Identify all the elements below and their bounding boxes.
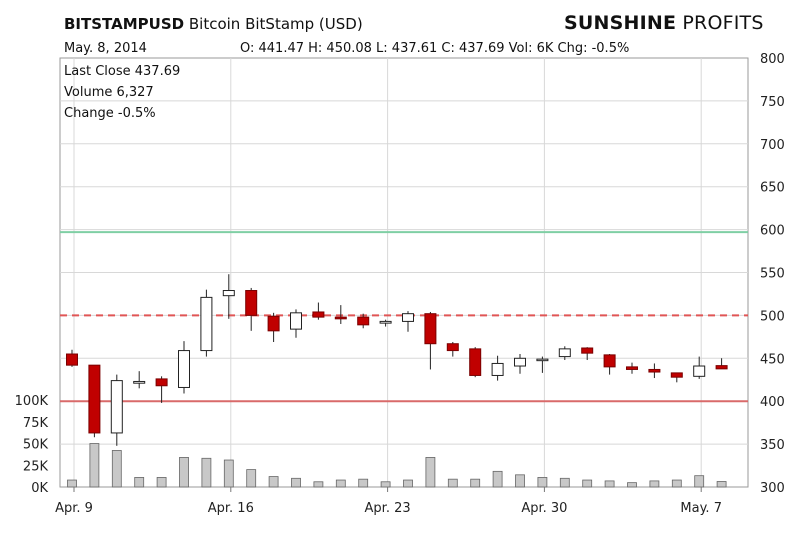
candle-body	[200, 296, 213, 352]
symbol-description: Bitcoin BitStamp (USD)	[188, 15, 363, 33]
candle-body	[693, 365, 706, 377]
volume-bars	[67, 443, 727, 488]
candle-body	[178, 350, 190, 388]
candle-body	[66, 353, 78, 366]
last-close: Last Close 437.69	[64, 64, 181, 79]
candle-body	[155, 378, 168, 387]
candle-body	[357, 316, 370, 326]
candle-body	[514, 357, 526, 367]
volume-bar	[201, 457, 212, 488]
volume-readout: Volume 6,327	[64, 85, 154, 100]
volume-bar	[716, 481, 727, 488]
candle-body	[446, 343, 459, 352]
candle-body	[469, 348, 482, 376]
volume-bar	[649, 480, 660, 488]
candle-body	[626, 366, 638, 370]
candle-body	[379, 320, 392, 324]
price-tick-label: 350	[760, 438, 785, 453]
price-tick-label: 650	[760, 181, 785, 196]
date-tick-label: Apr. 30	[521, 501, 567, 516]
candle-body	[581, 347, 594, 354]
volume-bar	[156, 477, 167, 488]
volume-bar	[537, 477, 548, 488]
candle-body	[715, 365, 728, 370]
volume-bar	[604, 480, 615, 488]
volume-bar	[246, 469, 257, 488]
axes: 300 350 400 450 500 550 600 650 700 750 800 0K 25K 50…	[15, 52, 785, 516]
price-tick-label: 750	[760, 95, 785, 110]
price-tick-label: 800	[760, 52, 785, 67]
volume-bar	[559, 477, 570, 488]
volume-bar	[447, 478, 458, 488]
volume-tick-label: 75K	[23, 416, 49, 431]
price-tick-label: 300	[760, 481, 785, 496]
candle-body	[334, 316, 347, 320]
volume-bar	[179, 457, 189, 488]
price-tick-label: 600	[760, 224, 785, 239]
candle-body	[648, 368, 661, 373]
candle-body	[536, 358, 549, 362]
price-tick-label: 500	[760, 309, 785, 324]
volume-bar	[515, 474, 525, 488]
volume-bar	[470, 478, 481, 488]
level-lines	[60, 231, 748, 403]
candle-body	[267, 315, 280, 332]
volume-bar	[694, 475, 705, 488]
brand-logo: SUNSHINE PROFITS	[564, 12, 764, 34]
date-tick-label: May. 7	[680, 501, 722, 516]
candle-body	[222, 290, 235, 297]
volume-bar	[627, 482, 637, 488]
candle-body	[133, 380, 146, 384]
volume-bar	[89, 443, 100, 488]
volume-bar	[671, 479, 682, 488]
volume-bar	[335, 479, 346, 488]
candle-body	[88, 364, 101, 434]
volume-tick-label: 50K	[23, 438, 49, 453]
price-tick-label: 400	[760, 395, 785, 410]
symbol: BITSTAMPUSD	[64, 15, 185, 33]
volume-bar	[358, 478, 369, 488]
ohlc-readout: O: 441.47 H: 450.08 L: 437.61 C: 437.69 …	[240, 41, 630, 56]
grid	[59, 57, 749, 488]
price-tick-label: 700	[760, 138, 785, 153]
volume-bar	[403, 479, 413, 488]
candle-body	[491, 362, 504, 376]
candle-body	[558, 348, 571, 358]
brand-light: PROFITS	[676, 12, 764, 34]
volume-bar	[67, 479, 77, 488]
change-readout: Change -0.5%	[64, 106, 156, 121]
volume-bar	[492, 470, 503, 488]
brand-bold: SUNSHINE	[564, 12, 677, 34]
candle-body	[312, 311, 325, 318]
date-tick-label: Apr. 9	[55, 501, 93, 516]
candles	[66, 274, 728, 446]
candle-body	[245, 290, 258, 316]
candle-body	[670, 372, 683, 378]
date-tick-label: Apr. 23	[365, 501, 411, 516]
volume-tick-label: 100K	[15, 394, 49, 409]
candle-body	[402, 313, 414, 322]
price-tick-label: 450	[760, 352, 785, 367]
candle-body	[110, 380, 123, 434]
volume-bar	[111, 450, 122, 488]
volume-tick-label: 25K	[23, 459, 49, 474]
volume-bar	[380, 481, 391, 488]
volume-bar	[134, 477, 145, 488]
chart-title: BITSTAMPUSD Bitcoin BitStamp (USD)	[64, 15, 363, 33]
volume-bar	[425, 457, 436, 488]
volume-bar	[582, 479, 593, 488]
candle-body	[424, 313, 437, 345]
volume-bar	[291, 477, 301, 488]
volume-bar	[313, 481, 324, 488]
candle-body	[603, 354, 616, 368]
current-date: May. 8, 2014	[64, 41, 147, 56]
price-tick-label: 550	[760, 267, 785, 282]
volume-tick-label: 0K	[31, 481, 48, 496]
date-tick-label: Apr. 16	[208, 501, 254, 516]
volume-bar	[223, 459, 234, 488]
candle-body	[290, 312, 302, 330]
volume-bar	[268, 476, 279, 488]
